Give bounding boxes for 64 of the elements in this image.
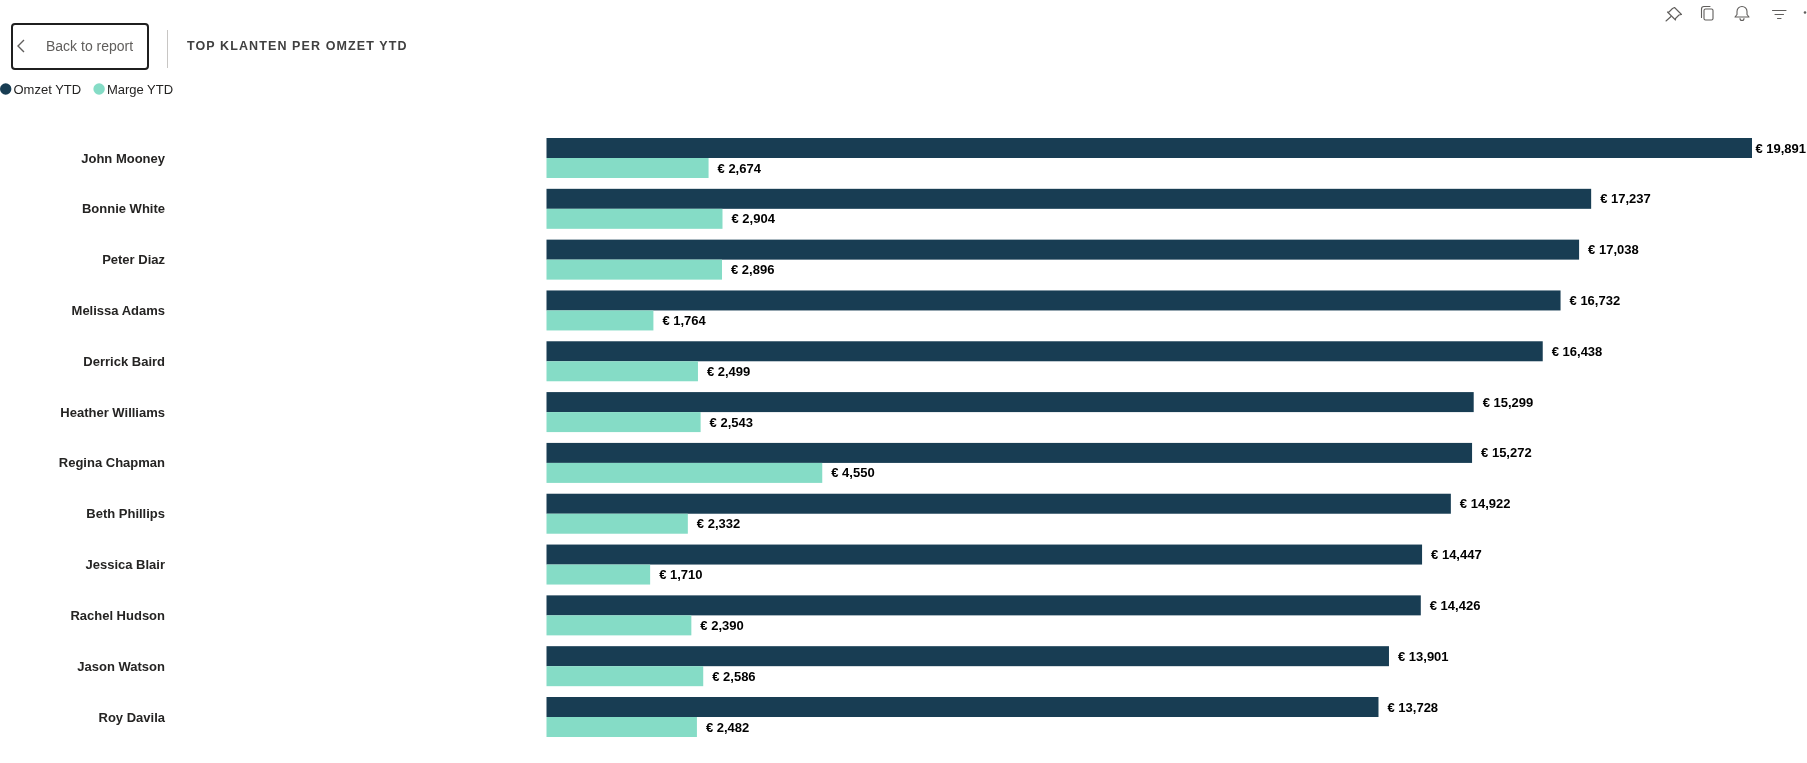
y-tick-label: Rachel Hudson xyxy=(70,607,166,623)
legend-label: Omzet YTD xyxy=(13,81,82,97)
y-tick-label: Peter Diaz xyxy=(102,252,166,268)
data-label: € 14,426 xyxy=(1429,597,1481,613)
bar xyxy=(546,239,1580,260)
y-tick-label: Heather Williams xyxy=(60,404,165,420)
data-label: € 2,390 xyxy=(700,617,744,633)
data-label: € 2,499 xyxy=(706,363,751,379)
y-tick-label: Beth Phillips xyxy=(86,506,165,522)
legend-label: Marge YTD xyxy=(106,81,174,97)
bar xyxy=(546,493,1451,514)
y-tick-label: Jason Watson xyxy=(77,658,166,674)
data-label: € 2,904 xyxy=(731,211,776,227)
data-label: € 13,901 xyxy=(1397,648,1449,664)
data-label: € 19,891 xyxy=(1755,140,1807,156)
data-label: € 16,732 xyxy=(1569,293,1621,308)
bar xyxy=(546,290,1561,311)
bar xyxy=(546,138,1752,158)
y-tick-label: Roy Davila xyxy=(98,709,166,725)
data-label: € 13,728 xyxy=(1387,699,1439,715)
data-label: € 15,272 xyxy=(1481,445,1532,461)
bar xyxy=(546,564,651,585)
bar xyxy=(546,513,688,534)
data-label: € 1,764 xyxy=(662,313,707,328)
bar xyxy=(546,595,1421,616)
data-label: € 2,586 xyxy=(712,668,756,684)
bar xyxy=(546,158,709,178)
y-tick-label: Bonnie White xyxy=(81,201,165,217)
y-tick-label: Melissa Adams xyxy=(71,303,165,318)
bar xyxy=(546,442,1473,463)
data-label: € 17,237 xyxy=(1600,191,1651,207)
data-label: € 2,332 xyxy=(696,516,741,532)
bar xyxy=(546,361,698,382)
data-label: € 2,674 xyxy=(717,160,762,176)
y-tick-label: Derrick Baird xyxy=(83,353,166,369)
data-label: € 2,482 xyxy=(705,719,750,735)
data-label: € 14,922 xyxy=(1459,496,1511,512)
text: TOP KLANTEN PER OMZET YTD xyxy=(187,39,408,54)
data-label: € 16,438 xyxy=(1551,343,1603,359)
bar xyxy=(546,341,1543,362)
bar xyxy=(546,646,1389,667)
data-label: € 17,038 xyxy=(1588,242,1639,258)
bar xyxy=(546,310,654,331)
data-label: € 4,550 xyxy=(831,465,875,481)
y-tick-label: Jessica Blair xyxy=(85,557,165,573)
data-label: € 14,447 xyxy=(1431,547,1482,563)
data-label: € 15,299 xyxy=(1482,394,1534,410)
data-label: € 1,710 xyxy=(659,567,703,583)
text: Back to report xyxy=(46,38,134,55)
bar xyxy=(546,615,692,636)
bar xyxy=(546,188,1592,209)
data-label: € 2,896 xyxy=(731,262,775,278)
bar xyxy=(546,462,823,483)
y-tick-label: John Mooney xyxy=(81,150,166,166)
bar xyxy=(546,392,1474,413)
bar xyxy=(546,697,1379,717)
data-label: € 2,543 xyxy=(709,414,753,430)
bar xyxy=(546,666,704,687)
bar xyxy=(546,259,723,280)
bar xyxy=(546,412,701,433)
bar xyxy=(546,208,723,229)
bar xyxy=(546,544,1423,565)
bar xyxy=(546,717,697,737)
y-tick-label: Regina Chapman xyxy=(58,455,166,471)
